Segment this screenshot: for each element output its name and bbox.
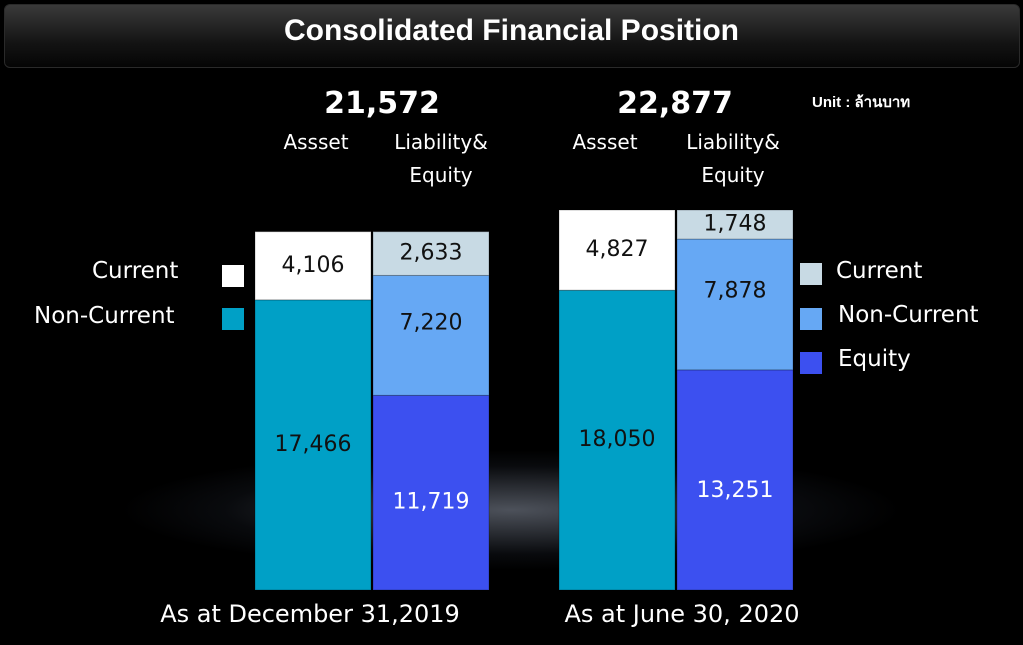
legend-right-non-current: Non-Current [838, 302, 979, 328]
asset-header-2019: Assset [283, 130, 349, 154]
legend-right-non-current-swatch [800, 308, 822, 330]
legend-left-non-current-swatch [222, 308, 244, 330]
asset-current-value-2019: 4,106 [282, 253, 345, 278]
legend-left-current-swatch [222, 265, 244, 287]
asset-non-current-bar-2020 [558, 289, 676, 591]
liability-current-bar-2020 [676, 209, 794, 240]
liability-header-2020: Liability& Equity [686, 130, 780, 187]
equity-bar-2020 [676, 369, 794, 591]
asset-current-bar-2019 [254, 231, 372, 301]
asset-current-bar-2020 [558, 209, 676, 291]
legend-right-current: Current [836, 258, 923, 284]
liability-non-current-value-2020: 7,878 [704, 278, 767, 303]
chart-title: Consolidated Financial Position [283, 14, 740, 47]
unit-label: Unit : ล้านบาท [812, 94, 911, 111]
liability-current-value-2019: 2,633 [400, 241, 463, 266]
liability-non-current-bar-2020 [676, 238, 794, 371]
floor-glow [0, 380, 1023, 580]
title-bar [4, 4, 1020, 68]
date-label-2019: As at December 31,2019 [160, 600, 460, 628]
liability-current-bar-2019 [372, 231, 490, 276]
liability-header-2019: Liability& Equity [394, 130, 488, 187]
equity-value-2019: 11,719 [393, 489, 470, 514]
legend-right-current-swatch [800, 263, 822, 285]
total-2020: 22,877 [617, 86, 733, 121]
legend-left-non-current: Non-Current [34, 303, 175, 329]
equity-bar-2019 [372, 394, 490, 591]
total-2019: 21,572 [324, 86, 440, 121]
date-label-2020: As at June 30, 2020 [564, 600, 800, 628]
legend-left-current: Current [92, 258, 179, 284]
legend-right-equity: Equity [838, 346, 911, 372]
asset-current-value-2020: 4,827 [586, 237, 649, 262]
liability-non-current-bar-2019 [372, 274, 490, 396]
asset-non-current-value-2019: 17,466 [275, 432, 352, 457]
liability-current-value-2020: 1,748 [704, 212, 767, 237]
legend-right-equity-swatch [800, 352, 822, 374]
liability-non-current-value-2019: 7,220 [400, 310, 463, 335]
asset-non-current-bar-2019 [254, 299, 372, 591]
asset-non-current-value-2020: 18,050 [579, 427, 656, 452]
equity-value-2020: 13,251 [697, 478, 774, 503]
asset-header-2020: Assset [572, 130, 638, 154]
